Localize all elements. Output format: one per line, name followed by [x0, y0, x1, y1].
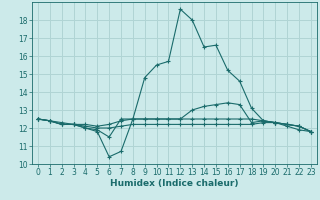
X-axis label: Humidex (Indice chaleur): Humidex (Indice chaleur) [110, 179, 239, 188]
